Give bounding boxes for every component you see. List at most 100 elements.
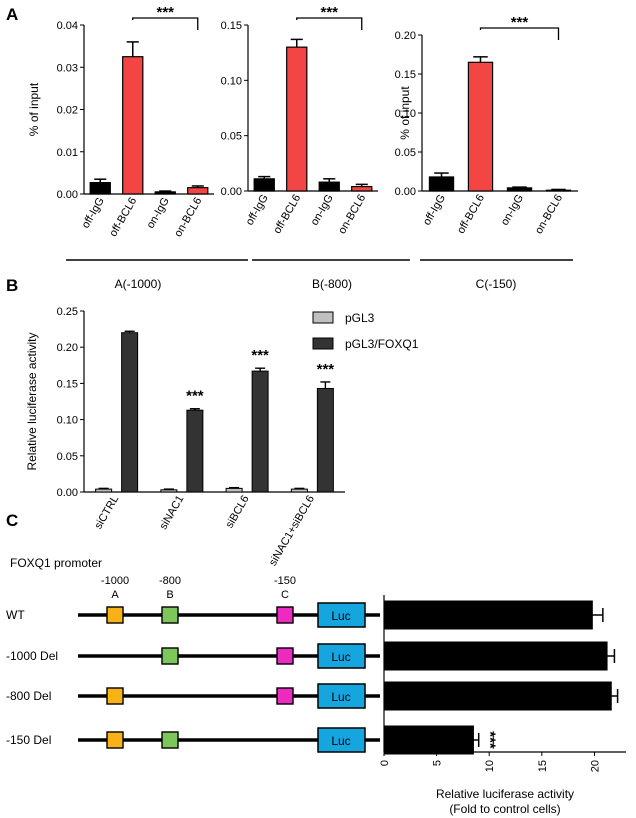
chart-c-bar bbox=[383, 600, 593, 630]
chart-a2-y-tick-label: 0.15 bbox=[221, 20, 242, 32]
chart-a3-significance-bracket bbox=[479, 27, 560, 40]
chart-a1-y-tick-label: 0.01 bbox=[57, 147, 78, 159]
chart-a2-y-tick-label: 0.00 bbox=[221, 186, 242, 198]
binding-site-a bbox=[106, 606, 124, 624]
chart-b-y-tick-label: 0.15 bbox=[57, 378, 78, 390]
luciferase-label: Luc bbox=[331, 650, 350, 664]
chart-b-legend-swatch bbox=[312, 337, 334, 350]
chart-a3-y-tick-label: 0.05 bbox=[395, 147, 416, 159]
chart-a1-bar bbox=[154, 191, 176, 195]
chart-a2-x-tick-label: off-BCL6 bbox=[271, 193, 303, 236]
chart-b-x-tick-label: siBCL6 bbox=[224, 494, 252, 531]
chart-a3-bar bbox=[467, 61, 494, 192]
chart-a2-y-tick-label: 0.10 bbox=[221, 75, 242, 87]
chart-b-bar-pgl3-foxq1 bbox=[186, 409, 204, 493]
chart-a2-bar bbox=[351, 185, 373, 192]
chart-b-y-tick-label: 0.25 bbox=[57, 306, 78, 318]
chart-a3-group-label: C(-150) bbox=[476, 277, 517, 291]
chart-b-significance-label: *** bbox=[251, 347, 269, 364]
chart-c-x-tick-label: 5 bbox=[432, 760, 444, 766]
chart-a1-bar bbox=[187, 187, 209, 195]
chart-b-y-tick-label: 0.05 bbox=[57, 451, 78, 463]
chart-b-legend-label: pGL3 bbox=[345, 311, 375, 325]
chart-a2-y-tick-label: 0.05 bbox=[221, 131, 242, 143]
chart-a3-bar bbox=[428, 176, 455, 192]
construct-label: -1000 Del bbox=[6, 649, 58, 663]
chart-a1-y-tick-label: 0.03 bbox=[57, 62, 78, 74]
chart-a1-x-tick-label: on-BCL6 bbox=[172, 196, 204, 240]
chart-a3-significance-label: *** bbox=[511, 14, 529, 31]
chart-c-x-tick-label: 15 bbox=[537, 760, 549, 772]
chart-a2-group-label: B(-800) bbox=[312, 277, 352, 291]
binding-site-a bbox=[106, 687, 124, 705]
chart-a3-y-tick-label: 0.00 bbox=[395, 186, 416, 198]
promoter-position-label: -800 bbox=[159, 575, 181, 587]
chart-a2-bar bbox=[318, 181, 340, 192]
chart-a1-bar bbox=[89, 181, 111, 195]
binding-site-c bbox=[276, 687, 294, 705]
promoter-site-letter: A bbox=[111, 589, 119, 601]
chart-c: 0 5 10 15 20 *** Relative luciferase activity(… bbox=[379, 595, 626, 816]
binding-site-a bbox=[106, 731, 124, 749]
binding-site-b bbox=[161, 731, 179, 749]
chart-a3-y-tick-label: 0.15 bbox=[395, 69, 416, 81]
chart-b-y-tick-label: 0.10 bbox=[57, 415, 78, 427]
construct-label: -800 Del bbox=[6, 689, 51, 703]
chart-a1-y-axis-label: % of input bbox=[27, 82, 41, 136]
binding-site-c bbox=[276, 606, 294, 624]
chart-a2: 0.00 0.05 0.10 0.15 off-IgG off-BCL6 on-IgG on-… bbox=[221, 4, 410, 291]
chart-c-x-tick-label: 0 bbox=[379, 760, 391, 766]
chart-b-y-axis-label: Relative luciferase activity bbox=[25, 332, 39, 470]
chart-c-bar bbox=[383, 681, 612, 711]
chart-a2-x-tick-label: on-IgG bbox=[309, 193, 336, 228]
chart-b-bar-pgl3-foxq1 bbox=[251, 370, 269, 493]
luciferase-box bbox=[317, 643, 366, 669]
luciferase-label: Luc bbox=[331, 690, 350, 704]
chart-c-x-tick-label: 10 bbox=[484, 760, 496, 772]
promoter-position-label: -150 bbox=[274, 575, 296, 587]
chart-a1-x-tick-label: off-IgG bbox=[80, 196, 107, 231]
chart-a1-y-tick-label: 0.00 bbox=[57, 189, 78, 201]
promoter-position-label: -1000 bbox=[101, 575, 129, 587]
chart-a3: 0.00 0.05 0.10 0.15 0.20 % of input off-IgG off… bbox=[395, 14, 578, 291]
luciferase-box bbox=[317, 727, 366, 753]
chart-b-x-tick-label: siCTRL bbox=[92, 494, 121, 532]
chart-a3-y-tick-label: 0.10 bbox=[395, 108, 416, 120]
chart-b-x-tick-label: siNAC1+siBCL6 bbox=[267, 494, 317, 569]
chart-a1-bar bbox=[122, 56, 144, 195]
chart-b-x-tick-label: siNAC1 bbox=[157, 494, 186, 532]
binding-site-c bbox=[276, 647, 294, 665]
chart-a2-significance-label: *** bbox=[320, 4, 338, 21]
chart-b-bar-pgl3 bbox=[290, 488, 308, 493]
chart-a1: 0.00 0.01 0.02 0.03 0.04 % of input off-IgG off… bbox=[27, 4, 248, 291]
luciferase-label: Luc bbox=[331, 609, 350, 623]
chart-b-significance-label: *** bbox=[317, 361, 335, 378]
promoter-site-letter: C bbox=[281, 589, 289, 601]
chart-b-y-tick-label: 0.20 bbox=[57, 342, 78, 354]
chart-a1-x-tick-label: off-BCL6 bbox=[107, 196, 139, 239]
chart-b-bar-pgl3 bbox=[95, 488, 113, 493]
panel-label-b: B bbox=[6, 276, 18, 295]
chart-c-bar bbox=[383, 725, 474, 755]
promoter-title: FOXQ1 promoter bbox=[10, 556, 102, 570]
chart-a3-bar bbox=[545, 189, 572, 192]
chart-a3-bar bbox=[506, 187, 533, 192]
chart-b: 0.00 0.05 0.10 0.15 0.20 0.25 Relative lucifer… bbox=[25, 306, 419, 568]
binding-site-b bbox=[161, 606, 179, 624]
promoter-site-letter: B bbox=[166, 589, 173, 601]
chart-a1-significance-bracket bbox=[132, 17, 199, 30]
chart-b-y-tick-label: 0.00 bbox=[57, 487, 78, 499]
chart-c-x-axis-label: Relative luciferase activity bbox=[436, 787, 574, 801]
chart-a2-bar bbox=[286, 46, 308, 192]
chart-a1-y-tick-label: 0.04 bbox=[57, 20, 78, 32]
chart-b-legend-label: pGL3/FOXQ1 bbox=[345, 337, 419, 351]
binding-site-b bbox=[161, 647, 179, 665]
chart-a3-y-tick-label: 0.20 bbox=[395, 30, 416, 42]
luciferase-label: Luc bbox=[331, 734, 350, 748]
luciferase-box bbox=[317, 602, 366, 628]
chart-a1-group-label: A(-1000) bbox=[115, 277, 162, 291]
chart-a1-x-tick-label: on-IgG bbox=[145, 196, 172, 231]
chart-b-bar-pgl3 bbox=[225, 487, 243, 493]
chart-b-bar-pgl3-foxq1 bbox=[121, 332, 139, 493]
